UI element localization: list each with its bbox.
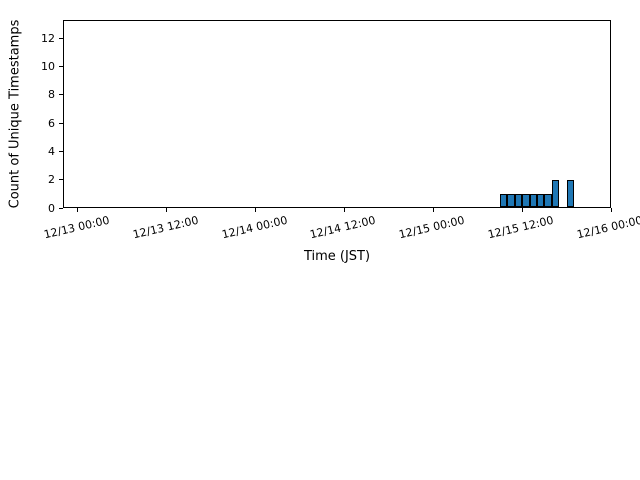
x-tick-label: 12/13 00:00 [42,213,111,242]
histogram-bar [499,193,508,207]
histogram-bar [529,193,537,207]
x-tick-label: 12/14 12:00 [308,213,378,242]
y-tick-mark [59,94,63,96]
x-tick-label: 12/13 12:00 [131,213,200,242]
y-tick-label: 6 [48,116,55,130]
histogram-bar [514,193,523,207]
x-tick-mark [77,208,79,212]
x-tick-label: 12/15 00:00 [397,213,466,242]
y-tick-mark [59,150,63,152]
y-tick-mark [59,37,63,39]
x-tick-label: 12/15 12:00 [486,213,555,242]
x-tick-mark [255,208,257,212]
y-tick-label: 8 [48,88,55,102]
x-tick-label: 12/16 00:00 [575,213,640,242]
x-tick-label: 12/14 00:00 [220,213,289,242]
y-tick-label: 4 [48,144,55,158]
y-tick-label: 10 [41,60,55,74]
x-tick-mark [343,208,345,212]
y-tick-mark [59,66,63,68]
y-tick-mark [59,122,63,124]
histogram-bar [536,193,545,207]
y-tick-mark [59,179,63,181]
y-tick-label: 12 [41,31,55,45]
histogram-bar [551,179,560,207]
plot-area [63,20,611,208]
x-tick-mark [521,208,523,212]
y-tick-mark [59,207,63,209]
y-tick-label: 2 [48,173,55,187]
x-tick-mark [432,208,434,212]
y-axis-label: Count of Unique Timestamps [7,19,23,209]
x-tick-mark [610,208,612,212]
x-axis-label: Time (JST) [303,249,371,264]
histogram-bar [522,193,530,207]
x-tick-mark [166,208,168,212]
histogram-bar [544,193,552,207]
histogram-bar [507,193,515,207]
y-tick-label: 0 [48,201,55,215]
histogram-bar [566,179,574,207]
